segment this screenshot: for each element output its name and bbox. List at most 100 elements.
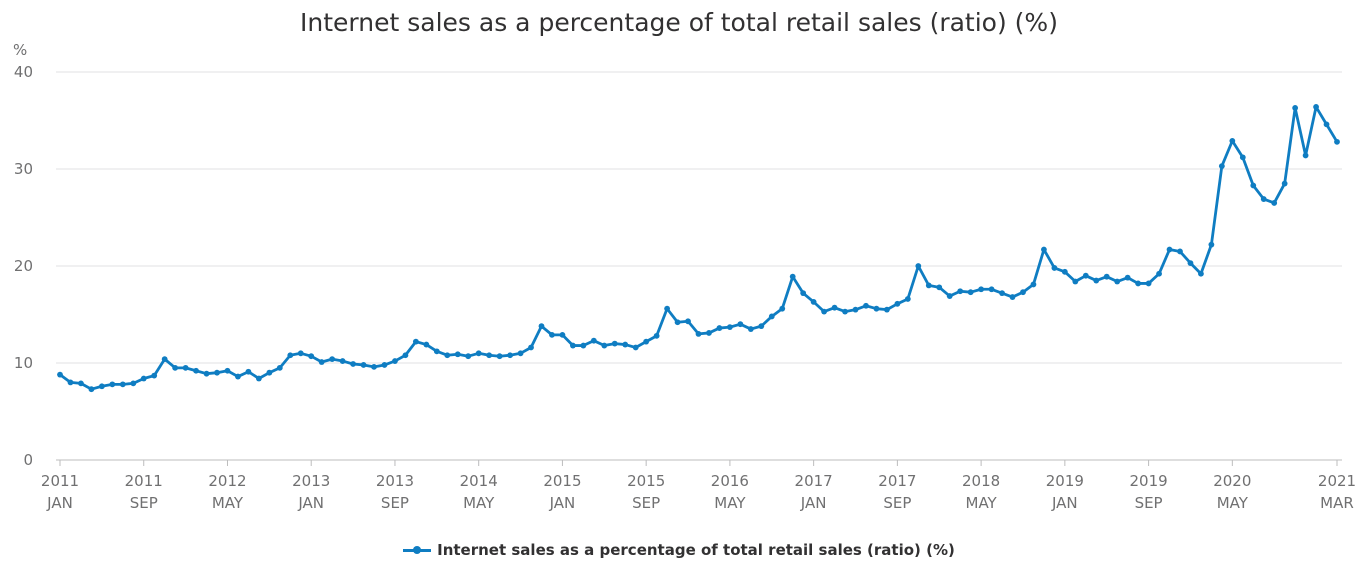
data-point[interactable] <box>779 305 786 312</box>
data-point[interactable] <box>308 353 315 360</box>
data-point[interactable] <box>67 379 74 386</box>
data-point[interactable] <box>1009 294 1016 300</box>
data-point[interactable] <box>632 344 639 351</box>
data-point[interactable] <box>643 338 650 345</box>
data-point[interactable] <box>1114 278 1121 285</box>
data-point[interactable] <box>266 369 273 376</box>
data-point[interactable] <box>203 370 210 377</box>
data-point[interactable] <box>1313 104 1319 110</box>
data-point[interactable] <box>297 350 304 357</box>
data-point[interactable] <box>78 380 84 387</box>
data-point[interactable] <box>109 381 116 388</box>
data-point[interactable] <box>789 273 796 280</box>
data-point[interactable] <box>1145 280 1152 287</box>
data-point[interactable] <box>172 364 179 371</box>
data-point[interactable] <box>653 332 660 339</box>
data-point[interactable] <box>580 342 587 349</box>
data-point[interactable] <box>1093 277 1100 284</box>
data-point[interactable] <box>737 321 744 328</box>
data-point[interactable] <box>1271 200 1278 206</box>
data-point[interactable] <box>1281 180 1288 187</box>
data-point[interactable] <box>475 350 482 357</box>
data-point[interactable] <box>852 306 859 313</box>
data-point[interactable] <box>674 319 681 326</box>
data-point[interactable] <box>1260 196 1267 202</box>
data-point[interactable] <box>1239 154 1246 161</box>
data-point[interactable] <box>915 263 922 269</box>
data-point[interactable] <box>214 369 220 376</box>
data-point[interactable] <box>768 313 775 320</box>
data-point[interactable] <box>957 288 964 295</box>
data-point[interactable] <box>402 352 409 359</box>
data-point[interactable] <box>486 352 493 359</box>
data-point[interactable] <box>894 300 901 307</box>
data-point[interactable] <box>339 358 346 364</box>
data-point[interactable] <box>444 352 451 359</box>
data-point[interactable] <box>1229 137 1236 144</box>
data-point[interactable] <box>1334 138 1340 145</box>
data-point[interactable] <box>800 290 807 297</box>
data-point[interactable] <box>412 338 419 345</box>
data-point[interactable] <box>528 344 534 351</box>
data-point[interactable] <box>601 342 608 349</box>
data-point[interactable] <box>1030 281 1037 288</box>
data-point[interactable] <box>978 286 985 293</box>
data-point[interactable] <box>1124 274 1131 281</box>
data-point[interactable] <box>329 356 336 363</box>
data-point[interactable] <box>1020 289 1026 296</box>
data-point[interactable] <box>904 296 911 302</box>
data-point[interactable] <box>622 341 629 348</box>
data-point[interactable] <box>538 323 545 330</box>
data-point[interactable] <box>1177 248 1183 255</box>
data-point[interactable] <box>685 318 691 325</box>
data-point[interactable] <box>360 362 367 368</box>
data-point[interactable] <box>433 348 440 355</box>
data-point[interactable] <box>1292 104 1299 111</box>
data-point[interactable] <box>884 306 890 313</box>
data-point[interactable] <box>161 356 168 363</box>
data-point[interactable] <box>873 305 880 312</box>
data-point[interactable] <box>831 304 838 311</box>
data-point[interactable] <box>1051 265 1058 271</box>
data-point[interactable] <box>1323 121 1330 128</box>
data-point[interactable] <box>1302 152 1309 159</box>
data-point[interactable] <box>967 289 974 296</box>
data-point[interactable] <box>716 325 723 331</box>
data-point[interactable] <box>57 371 63 378</box>
data-point[interactable] <box>664 305 670 312</box>
data-point[interactable] <box>1041 246 1047 253</box>
data-point[interactable] <box>381 362 388 368</box>
data-point[interactable] <box>1166 246 1173 253</box>
data-point[interactable] <box>235 373 241 380</box>
data-point[interactable] <box>496 353 503 360</box>
data-point[interactable] <box>842 308 848 315</box>
data-point[interactable] <box>1208 241 1215 248</box>
data-point[interactable] <box>821 308 828 315</box>
data-point[interactable] <box>1187 260 1194 266</box>
data-point[interactable] <box>193 367 199 374</box>
data-point[interactable] <box>549 331 555 338</box>
data-point[interactable] <box>559 331 566 338</box>
data-point[interactable] <box>863 302 869 309</box>
data-point[interactable] <box>936 284 943 291</box>
data-point[interactable] <box>1061 268 1068 275</box>
data-point[interactable] <box>140 375 147 382</box>
data-point[interactable] <box>371 363 377 370</box>
data-point[interactable] <box>350 361 356 367</box>
data-point[interactable] <box>747 326 754 332</box>
data-point[interactable] <box>392 358 398 364</box>
data-point[interactable] <box>1103 273 1110 280</box>
data-point[interactable] <box>946 293 953 299</box>
data-point[interactable] <box>276 364 283 371</box>
data-point[interactable] <box>454 351 461 358</box>
data-point[interactable] <box>1250 182 1257 189</box>
data-point[interactable] <box>1198 270 1204 277</box>
data-point[interactable] <box>1082 272 1089 279</box>
data-point[interactable] <box>517 350 524 357</box>
data-point[interactable] <box>224 367 231 374</box>
data-point[interactable] <box>1072 278 1079 285</box>
data-point[interactable] <box>999 290 1005 297</box>
data-point[interactable] <box>611 340 618 347</box>
data-point[interactable] <box>1218 163 1225 169</box>
data-point[interactable] <box>590 337 597 344</box>
